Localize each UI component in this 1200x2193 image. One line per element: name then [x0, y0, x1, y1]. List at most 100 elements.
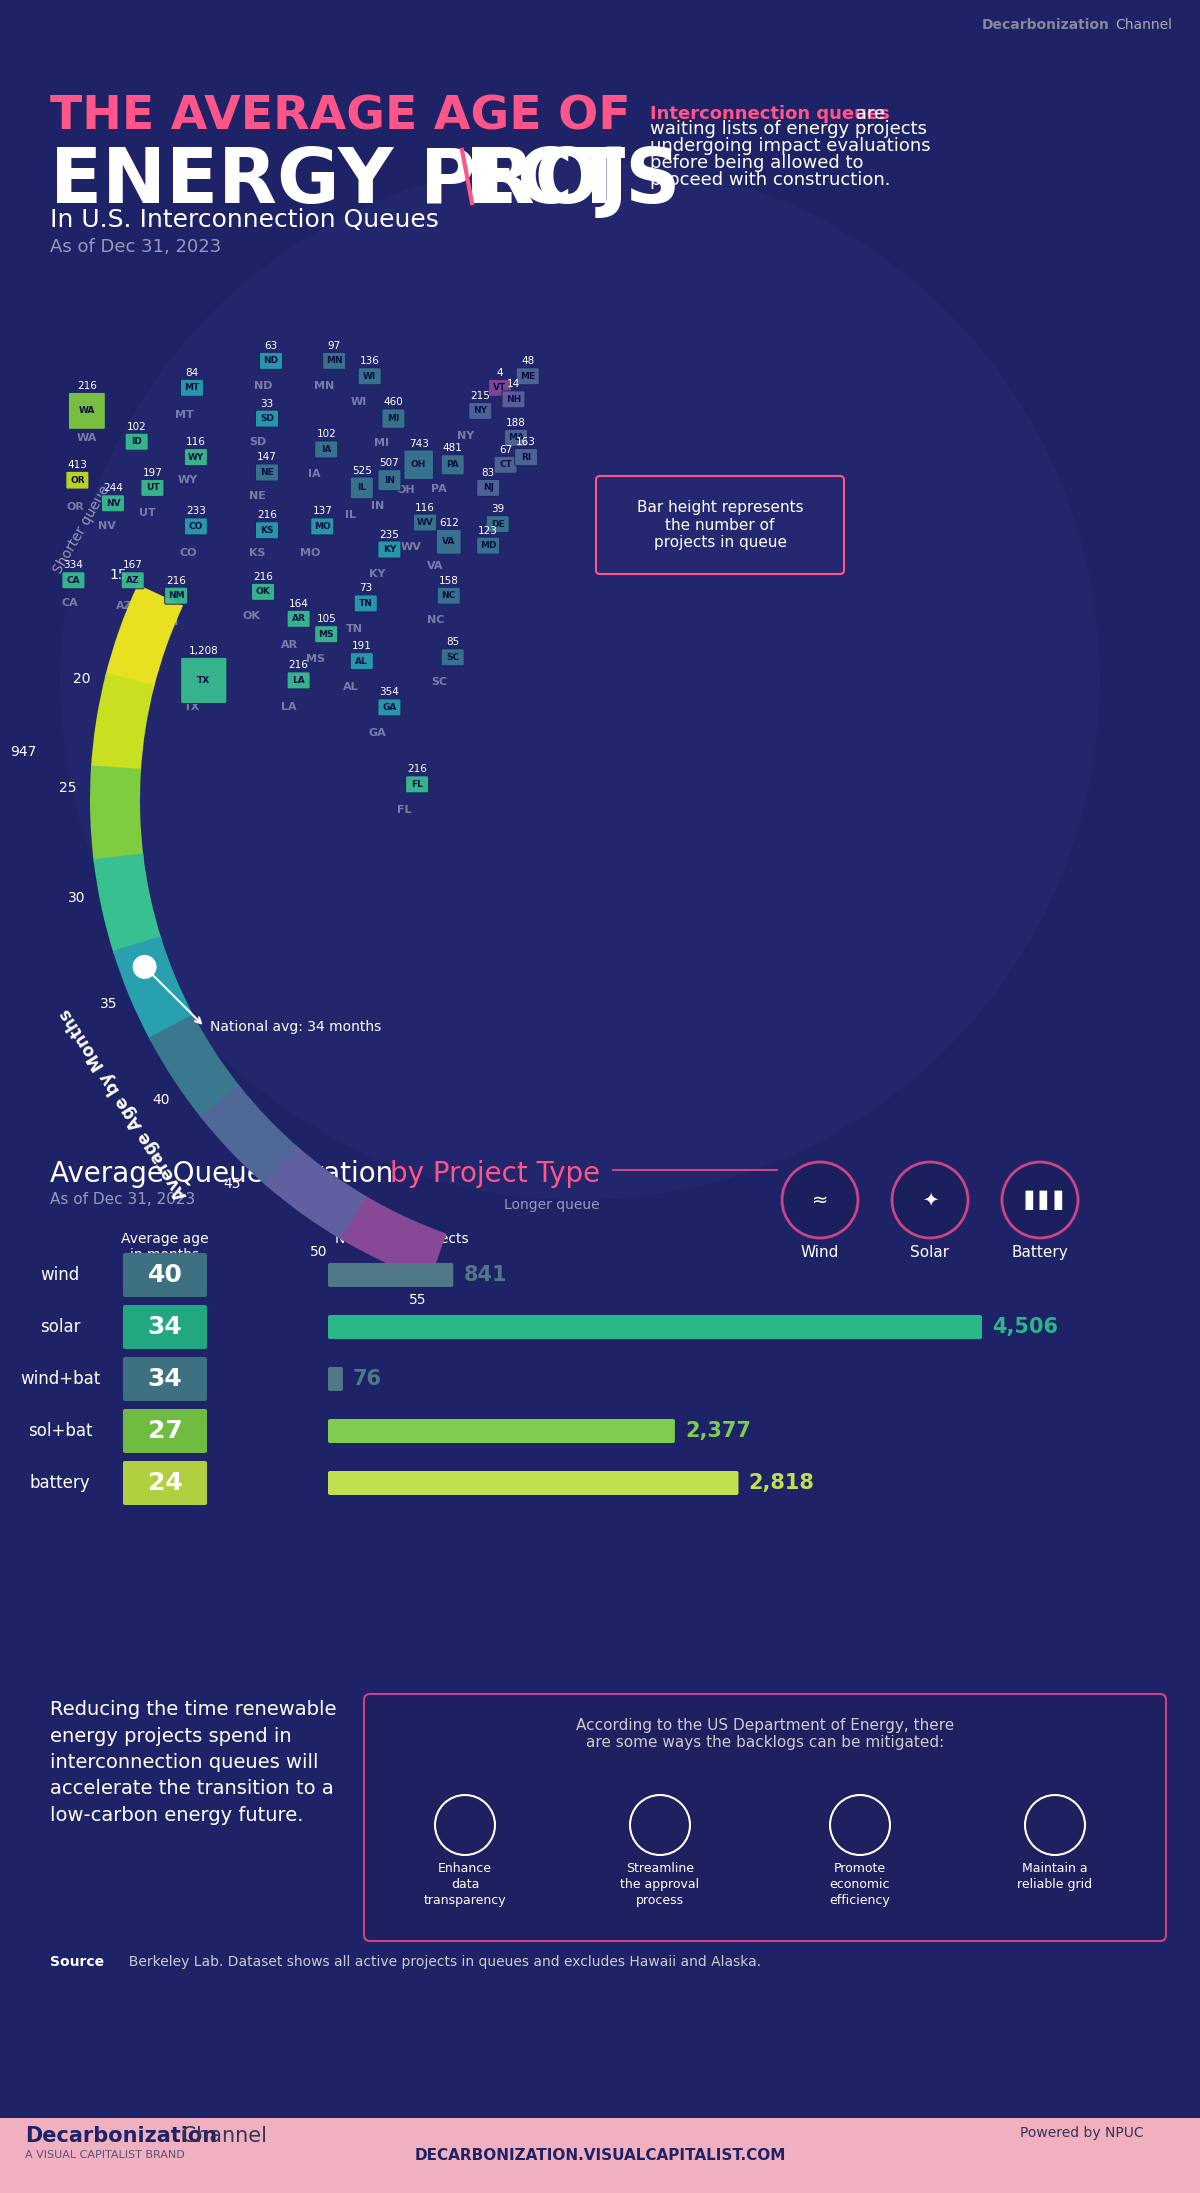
Text: NC: NC [442, 592, 456, 601]
Text: ND: ND [263, 355, 278, 366]
Text: NM: NM [168, 592, 185, 601]
FancyBboxPatch shape [311, 518, 334, 535]
Text: LA: LA [281, 702, 296, 713]
Text: NJ: NJ [482, 482, 493, 493]
Text: are: are [850, 105, 886, 123]
FancyBboxPatch shape [378, 469, 401, 491]
Text: NY: NY [457, 432, 475, 441]
Text: WI: WI [350, 397, 367, 406]
Text: 235: 235 [379, 529, 400, 539]
Text: In U.S. Interconnection Queues: In U.S. Interconnection Queues [50, 208, 439, 232]
Text: 216: 216 [77, 382, 97, 390]
Text: NE: NE [250, 491, 266, 500]
Text: TX: TX [197, 675, 210, 684]
Text: Average age
in months: Average age in months [121, 1232, 209, 1263]
Text: 216: 216 [289, 660, 308, 671]
FancyBboxPatch shape [256, 410, 278, 428]
Text: 2,377: 2,377 [685, 1421, 751, 1441]
Text: IL: IL [346, 509, 356, 520]
Text: OH: OH [410, 461, 426, 469]
FancyBboxPatch shape [354, 594, 377, 612]
Text: 33: 33 [260, 399, 274, 408]
Text: AZ: AZ [116, 601, 133, 610]
FancyBboxPatch shape [185, 518, 208, 535]
Text: KS: KS [250, 548, 265, 559]
FancyBboxPatch shape [350, 478, 373, 498]
Text: 1,208: 1,208 [188, 645, 218, 656]
Text: MN: MN [326, 355, 342, 366]
FancyBboxPatch shape [287, 671, 310, 689]
FancyBboxPatch shape [486, 515, 509, 533]
Text: solar: solar [40, 1318, 80, 1336]
Text: by Project Type: by Project Type [390, 1160, 600, 1189]
Text: MI: MI [374, 439, 389, 447]
Text: waiting lists of energy projects: waiting lists of energy projects [650, 121, 928, 138]
Text: 105: 105 [317, 614, 336, 625]
Text: Berkeley Lab. Dataset shows all active projects in queues and excludes Hawaii an: Berkeley Lab. Dataset shows all active p… [120, 1954, 761, 1969]
FancyBboxPatch shape [124, 1461, 208, 1504]
Text: MA: MA [508, 434, 524, 443]
Text: 4: 4 [497, 368, 503, 377]
FancyBboxPatch shape [442, 454, 464, 476]
Text: AL: AL [343, 682, 359, 691]
Text: wind: wind [41, 1265, 79, 1283]
Text: Channel: Channel [1115, 18, 1172, 33]
Text: 85: 85 [446, 638, 460, 647]
Text: DECARBONIZATION.VISUALCAPITALIST.COM: DECARBONIZATION.VISUALCAPITALIST.COM [414, 2147, 786, 2162]
FancyBboxPatch shape [256, 465, 278, 480]
FancyBboxPatch shape [364, 1693, 1166, 1941]
Text: 34: 34 [148, 1316, 182, 1340]
Text: As of Dec 31, 2023: As of Dec 31, 2023 [50, 239, 221, 257]
Text: 244: 244 [103, 482, 122, 493]
Text: UT: UT [138, 507, 155, 518]
Text: Bar height represents
the number of
projects in queue: Bar height represents the number of proj… [637, 500, 803, 550]
Text: undergoing impact evaluations: undergoing impact evaluations [650, 136, 931, 156]
Text: IL: IL [358, 482, 366, 493]
Text: ≈: ≈ [812, 1191, 828, 1211]
Text: WA: WA [79, 406, 95, 414]
Text: National avg: 34 months: National avg: 34 months [210, 1020, 380, 1033]
Text: MO: MO [314, 522, 331, 531]
Text: Number of projects: Number of projects [335, 1232, 469, 1246]
Text: TN: TN [359, 599, 373, 607]
Text: 136: 136 [360, 355, 379, 366]
Text: Promote
economic
efficiency: Promote economic efficiency [829, 1862, 890, 1908]
Wedge shape [200, 1086, 300, 1186]
Text: 743: 743 [409, 439, 428, 450]
Text: MD: MD [480, 542, 497, 550]
Circle shape [60, 160, 1100, 1200]
FancyBboxPatch shape [437, 588, 461, 605]
Text: DE: DE [491, 520, 504, 529]
Text: 27: 27 [148, 1419, 182, 1443]
Text: 215: 215 [470, 390, 491, 401]
Text: ✦: ✦ [922, 1191, 938, 1211]
FancyBboxPatch shape [121, 572, 144, 588]
Text: GA: GA [383, 702, 397, 713]
FancyBboxPatch shape [124, 1408, 208, 1454]
Text: MS: MS [318, 629, 334, 638]
FancyBboxPatch shape [358, 368, 382, 384]
FancyBboxPatch shape [140, 480, 164, 496]
Text: 612: 612 [439, 518, 458, 529]
Text: 30: 30 [68, 890, 86, 906]
FancyBboxPatch shape [124, 1357, 208, 1401]
Text: 216: 216 [257, 511, 277, 520]
FancyBboxPatch shape [181, 658, 227, 704]
Text: ID: ID [131, 436, 142, 445]
Text: 164: 164 [289, 599, 308, 610]
FancyBboxPatch shape [62, 572, 85, 588]
Text: 116: 116 [186, 436, 206, 447]
Text: SC: SC [431, 678, 448, 686]
FancyBboxPatch shape [328, 1316, 982, 1340]
Text: OR: OR [70, 476, 85, 485]
FancyBboxPatch shape [328, 1366, 343, 1390]
Text: OH: OH [397, 485, 415, 496]
FancyBboxPatch shape [164, 588, 187, 605]
Text: IN: IN [371, 502, 384, 511]
Text: WV: WV [401, 542, 422, 553]
FancyBboxPatch shape [404, 450, 433, 480]
Text: NV: NV [98, 522, 116, 531]
Text: NY: NY [473, 406, 487, 414]
FancyBboxPatch shape [502, 390, 524, 408]
Text: 4,506: 4,506 [992, 1318, 1058, 1338]
